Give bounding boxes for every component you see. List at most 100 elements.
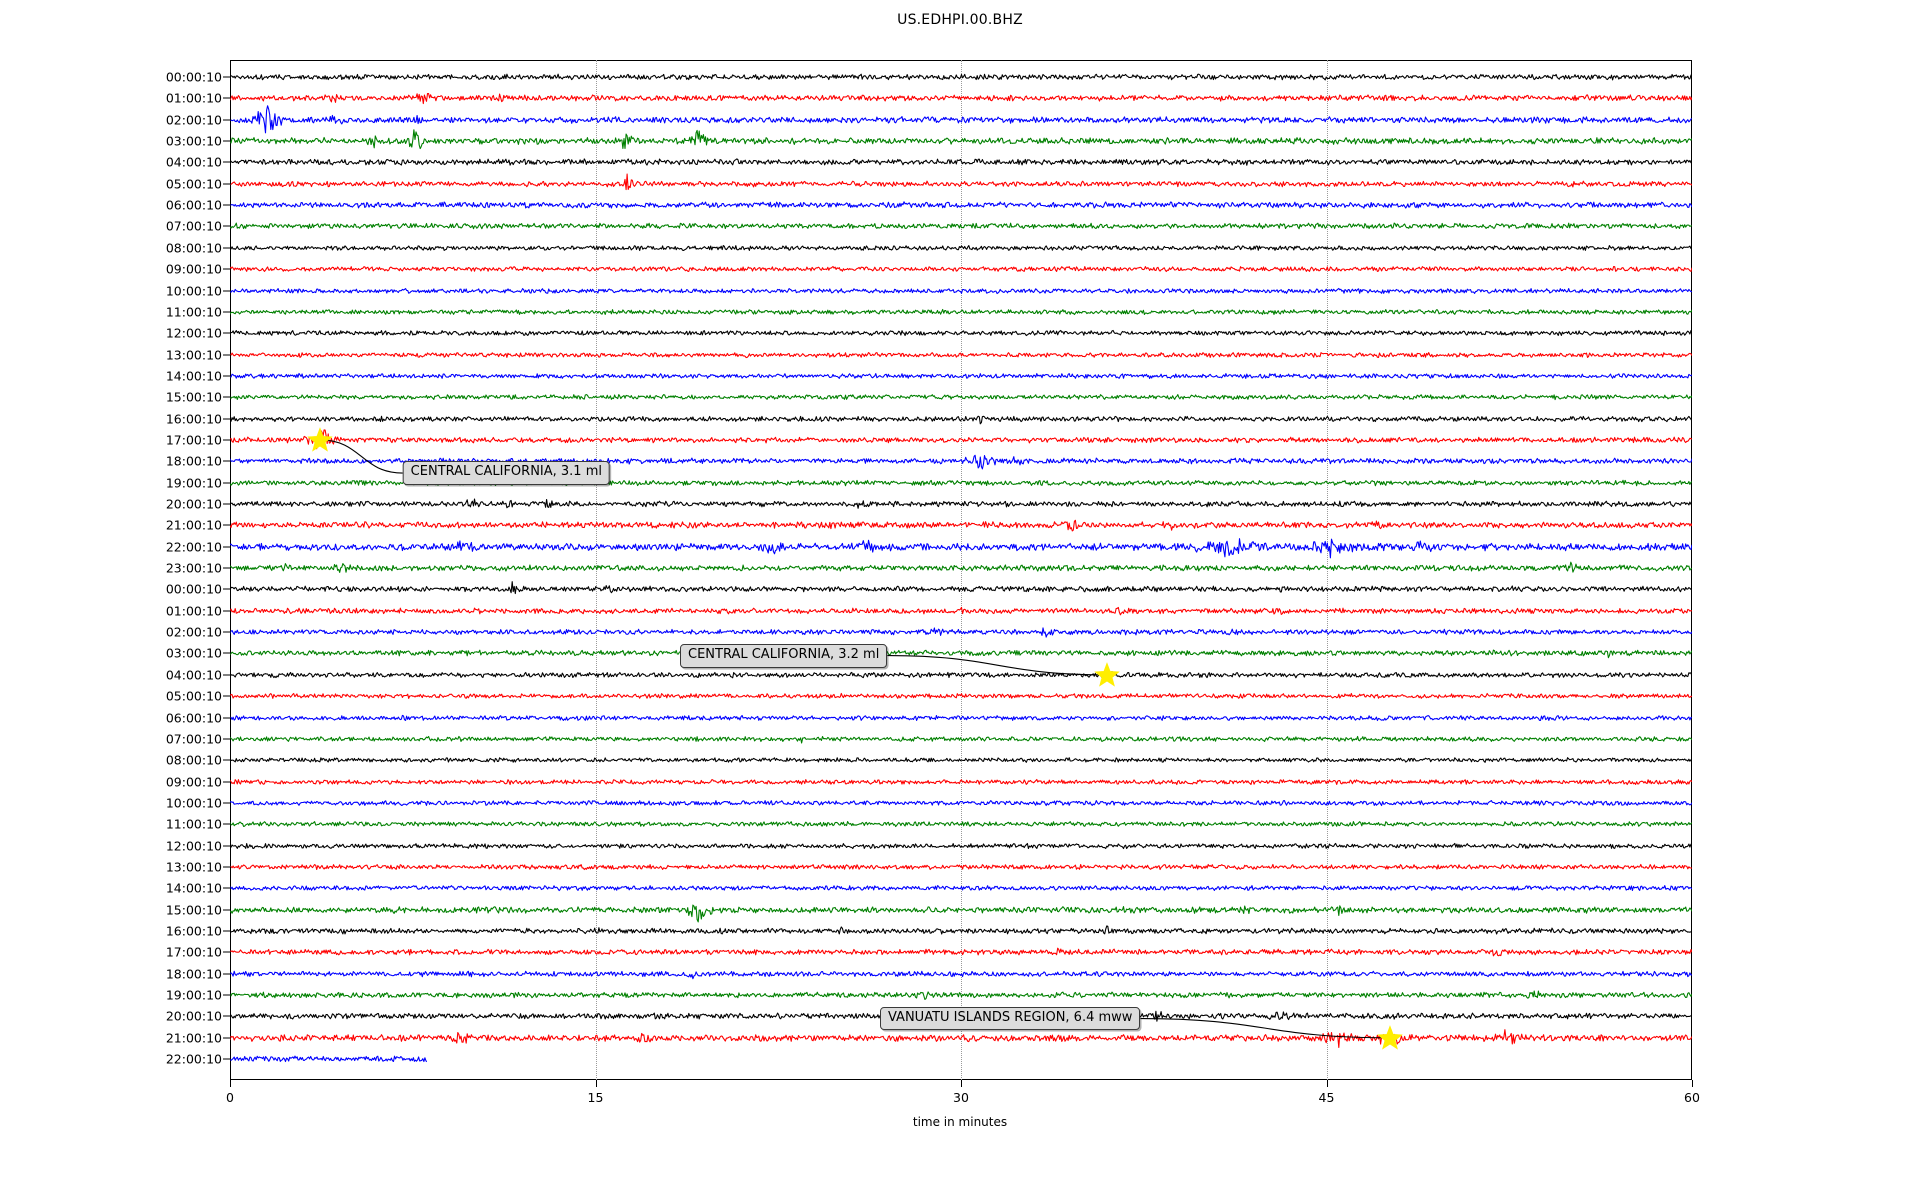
seismic-trace-row-25 xyxy=(230,589,1692,633)
y-axis-tick-label: 20:00:10 xyxy=(165,496,222,512)
seismic-trace-row-16 xyxy=(230,397,1692,441)
seismic-trace-row-32 xyxy=(230,738,1692,782)
seismic-trace-row-9 xyxy=(230,247,1692,291)
y-axis-tick-label: 03:00:10 xyxy=(165,133,222,149)
seismic-trace-row-46 xyxy=(230,1037,427,1080)
y-axis-tick-label: 11:00:10 xyxy=(165,304,222,320)
y-axis-tick-label: 13:00:10 xyxy=(165,859,222,875)
y-axis-tick-label: 21:00:10 xyxy=(165,517,222,533)
y-tick-mark xyxy=(223,311,231,313)
y-axis-tick-label: 02:00:10 xyxy=(165,624,222,640)
y-axis-tick-label: 12:00:10 xyxy=(165,838,222,854)
seismic-trace-row-29 xyxy=(230,674,1692,718)
y-tick-mark xyxy=(223,802,231,804)
y-axis-tick-label: 06:00:10 xyxy=(165,710,222,725)
y-axis-tick-label: 03:00:10 xyxy=(165,645,222,661)
y-tick-mark xyxy=(223,674,231,676)
event-annotation-label[interactable]: VANUATU ISLANDS REGION, 6.4 mww xyxy=(880,1006,1141,1031)
x-tick-mark xyxy=(1692,1080,1693,1087)
seismic-trace-row-43 xyxy=(230,973,1692,1017)
x-axis-tick-label: 0 xyxy=(226,1090,234,1105)
seismic-trace-row-27 xyxy=(230,631,1692,675)
y-tick-mark xyxy=(223,332,231,334)
seismic-trace-row-30 xyxy=(230,696,1692,740)
y-tick-mark xyxy=(223,503,231,505)
y-tick-mark xyxy=(223,354,231,356)
y-axis-tick-label: 11:00:10 xyxy=(165,816,222,832)
seismic-trace-row-8 xyxy=(230,226,1692,270)
y-tick-mark xyxy=(223,845,231,847)
y-axis-tick-label: 14:00:10 xyxy=(165,368,222,384)
y-axis-tick-label: 09:00:10 xyxy=(165,261,222,277)
x-tick-mark xyxy=(230,1080,231,1087)
event-annotation-label[interactable]: CENTRAL CALIFORNIA, 3.1 ml xyxy=(402,461,610,485)
seismic-trace-row-34 xyxy=(230,781,1692,825)
seismic-trace-row-33 xyxy=(230,760,1692,804)
y-tick-mark xyxy=(223,1058,231,1060)
y-axis-tick-label: 10:00:10 xyxy=(165,795,222,811)
y-tick-mark xyxy=(223,738,231,740)
seismic-trace-row-41 xyxy=(230,930,1692,974)
x-axis-tick-label: 15 xyxy=(587,1090,604,1105)
seismic-trace-row-1 xyxy=(230,76,1692,120)
y-axis-tick-label: 05:00:10 xyxy=(165,176,222,192)
y-axis-tick-label: 08:00:10 xyxy=(165,240,222,256)
seismic-trace-row-11 xyxy=(230,290,1692,334)
seismic-trace-row-20 xyxy=(230,482,1692,526)
y-axis-tick-label: 21:00:10 xyxy=(165,1030,222,1046)
seismic-trace-row-15 xyxy=(230,375,1692,419)
seismic-trace-row-0 xyxy=(230,60,1692,99)
seismic-trace-row-14 xyxy=(230,354,1692,398)
gridline-15min xyxy=(595,60,597,1080)
y-axis-tick-label: 07:00:10 xyxy=(165,218,222,234)
seismic-trace-row-45 xyxy=(230,1016,1692,1060)
y-tick-mark xyxy=(223,909,231,911)
y-axis-tick-label: 08:00:10 xyxy=(165,752,222,768)
seismic-trace-row-31 xyxy=(230,717,1692,761)
y-tick-mark xyxy=(223,482,231,484)
y-tick-mark xyxy=(223,759,231,761)
y-tick-mark xyxy=(223,930,231,932)
y-tick-mark xyxy=(223,994,231,996)
y-tick-mark xyxy=(223,439,231,441)
y-axis-tick-label: 09:00:10 xyxy=(165,774,222,790)
event-annotation-label[interactable]: CENTRAL CALIFORNIA, 3.2 ml xyxy=(680,643,888,668)
page-title: US.EDHPI.00.BHZ xyxy=(897,12,1023,28)
seismic-trace-row-36 xyxy=(230,824,1692,868)
x-tick-mark xyxy=(961,1080,962,1087)
y-tick-mark xyxy=(223,695,231,697)
y-axis-tick-label: 01:00:10 xyxy=(165,603,222,619)
seismic-trace-row-37 xyxy=(230,845,1692,889)
y-axis-tick-label: 07:00:10 xyxy=(165,731,222,747)
x-axis-tick-label: 30 xyxy=(953,1090,969,1105)
y-tick-mark xyxy=(223,652,231,654)
y-tick-mark xyxy=(223,1015,231,1017)
y-axis-tick-label: 01:00:10 xyxy=(165,90,222,106)
y-tick-mark xyxy=(223,396,231,398)
y-axis-tick-label: 12:00:10 xyxy=(165,325,222,341)
y-tick-mark xyxy=(223,140,231,142)
y-tick-mark xyxy=(223,631,231,633)
y-axis-tick-label: 22:00:10 xyxy=(165,1051,222,1067)
y-tick-mark xyxy=(223,97,231,99)
y-axis-tick-label: 17:00:10 xyxy=(165,944,222,960)
x-tick-mark xyxy=(595,1080,597,1087)
y-axis-tick-label: 05:00:10 xyxy=(165,688,222,704)
y-axis-tick-label: 23:00:10 xyxy=(165,560,222,576)
y-tick-mark xyxy=(223,418,231,420)
seismic-trace-row-39 xyxy=(230,888,1692,932)
seismic-trace-row-24 xyxy=(230,567,1692,611)
y-tick-mark xyxy=(223,887,231,889)
y-axis-tick-label: 00:00:10 xyxy=(165,69,222,85)
x-axis-tick-label: 45 xyxy=(1318,1090,1335,1105)
y-tick-mark xyxy=(223,588,231,590)
seismic-trace-row-4 xyxy=(230,140,1692,184)
y-tick-mark xyxy=(223,546,231,548)
seismic-trace-row-7 xyxy=(230,204,1692,248)
seismic-trace-row-18 xyxy=(230,439,1692,483)
y-tick-mark xyxy=(223,247,231,249)
y-tick-mark xyxy=(223,290,231,291)
y-tick-mark xyxy=(223,268,231,270)
x-tick-mark xyxy=(1326,1080,1328,1087)
y-axis-tick-label: 06:00:10 xyxy=(165,197,222,213)
